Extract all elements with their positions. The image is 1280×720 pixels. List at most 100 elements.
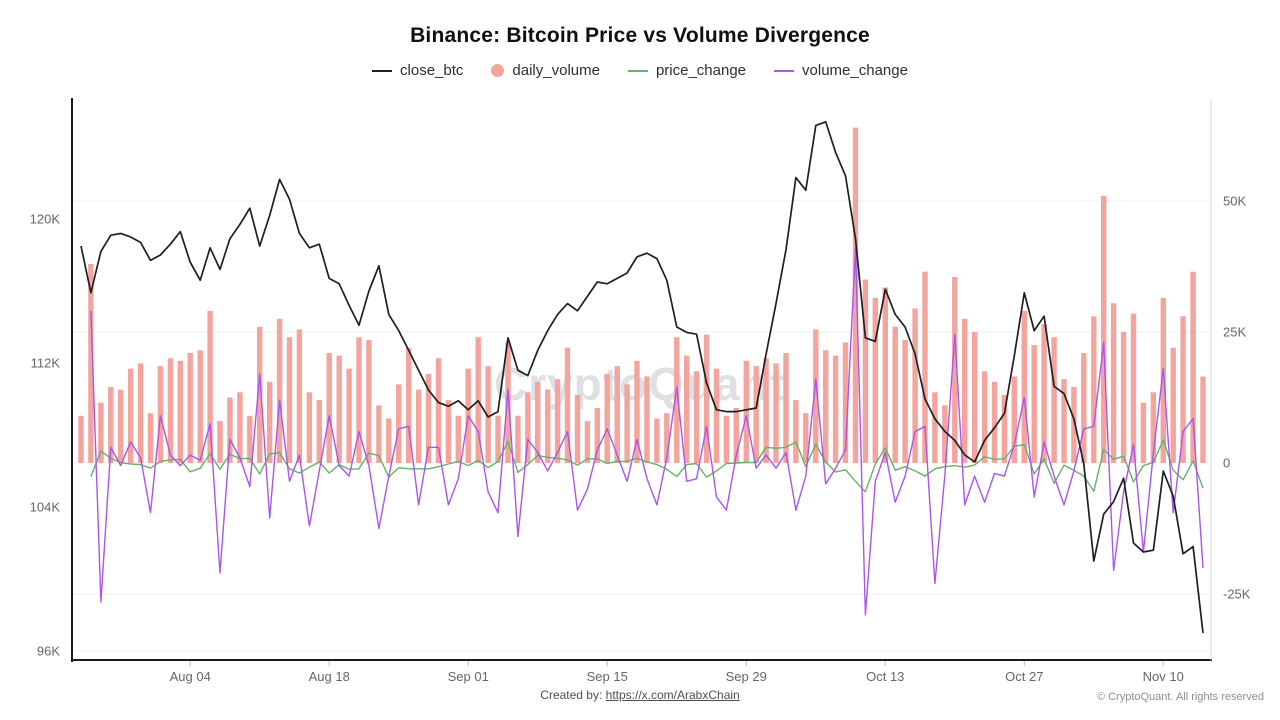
volume-bar <box>703 334 710 463</box>
price-change-line-icon <box>627 69 648 72</box>
volume-bar <box>326 353 332 463</box>
volume-bar <box>882 287 888 463</box>
volume-bar <box>296 329 303 463</box>
volume-bar <box>773 363 779 463</box>
volume-bar <box>1200 376 1206 463</box>
legend-label: daily_volume <box>512 62 600 79</box>
volume-bar <box>1130 313 1137 463</box>
volume-bar <box>108 387 114 463</box>
volume-bar <box>386 418 392 463</box>
right-axis-tick-label: 25K <box>1223 325 1246 340</box>
right-axis-tick-label: -25K <box>1223 587 1251 602</box>
legend-label: price_change <box>655 62 747 79</box>
volume-bar <box>376 405 382 463</box>
volume-bar <box>952 277 958 463</box>
volume-bar <box>823 350 829 463</box>
volume-bar <box>167 358 174 463</box>
volume-bar <box>1150 392 1157 463</box>
volume-bar <box>554 379 561 463</box>
volume-bar <box>1071 387 1077 463</box>
volume-bar <box>495 415 501 463</box>
volume-bar <box>247 415 253 463</box>
volume-bar <box>525 392 531 463</box>
volume-bar <box>137 363 144 463</box>
x-axis-tick-label: Nov 10 <box>1143 669 1184 684</box>
legend-item-price_change[interactable]: price_change <box>627 62 747 79</box>
volume-bar <box>733 408 739 463</box>
volume-bar <box>217 421 223 463</box>
volume-bar <box>276 318 283 463</box>
legend-item-close_btc[interactable]: close_btc <box>372 62 463 79</box>
volume-bar <box>1001 394 1008 463</box>
volume-bar <box>842 342 849 463</box>
volume-change <box>90 247 1204 616</box>
volume-bar <box>1180 316 1186 463</box>
copyright-text: © CryptoQuant. All rights reserved <box>1096 691 1264 703</box>
volume-bar <box>157 366 164 463</box>
volume-bar <box>862 279 869 463</box>
volume-bar <box>396 384 402 463</box>
volume-bar <box>654 418 660 463</box>
volume-change-line <box>90 247 1204 616</box>
chart-title: Binance: Bitcoin Price vs Volume Diverge… <box>410 24 870 47</box>
volume-bar <box>445 400 452 463</box>
created-by-label: Created by: <box>540 688 606 702</box>
volume-bar <box>1081 353 1087 463</box>
volume-bar <box>1160 297 1166 463</box>
volume-bar <box>981 371 988 463</box>
volume-bar <box>118 389 124 463</box>
volume-bar <box>634 360 640 463</box>
volume-bar <box>743 360 749 463</box>
x-axis-tick-label: Sep 01 <box>448 669 489 684</box>
volume-bar <box>991 381 998 463</box>
volume-bar <box>237 392 243 463</box>
volume-bar <box>684 355 690 463</box>
volume-bar <box>614 366 620 463</box>
volume-bar <box>197 350 203 463</box>
volume-bar <box>485 366 491 463</box>
volume-bar <box>1120 332 1127 463</box>
volume-bar <box>902 339 908 463</box>
volume-bar <box>564 347 571 463</box>
volume-bar <box>624 384 630 463</box>
volume-bar <box>693 371 700 463</box>
left-axis-tick-label: 96K <box>37 644 60 659</box>
volume-bars <box>78 127 1206 464</box>
creator-link[interactable]: https://x.com/ArabxChain <box>605 688 740 702</box>
volume-bar <box>366 339 372 463</box>
legend-item-daily_volume[interactable]: daily_volume <box>491 62 600 79</box>
volume-bar <box>1140 402 1147 463</box>
volume-bar <box>932 392 938 463</box>
close-btc-line <box>80 120 1204 634</box>
volume-bar <box>425 373 432 463</box>
volume-bar <box>1091 316 1097 463</box>
volume-bar <box>813 329 819 463</box>
volume-bar <box>793 400 799 463</box>
legend-item-volume_change[interactable]: volume_change <box>774 62 908 79</box>
footer-credit: Created by: https://x.com/ArabxChain <box>0 688 1280 702</box>
x-axis-tick-label: Oct 13 <box>866 669 904 684</box>
x-axis-tick-label: Oct 27 <box>1005 669 1043 684</box>
volume-bar <box>336 355 342 463</box>
price-change-line <box>90 439 1204 493</box>
volume-bar <box>584 421 591 463</box>
volume-bar <box>505 342 511 463</box>
volume-bar <box>1041 324 1047 463</box>
volume-bar <box>455 415 461 463</box>
axis-labels: 96K 104K 112K 120K -25K 0 25K 50K Aug 04 Aug 18 Se… <box>30 194 1251 685</box>
axes <box>71 98 1212 662</box>
volume-bar <box>783 353 789 463</box>
close-price <box>80 120 1204 634</box>
volume-bar <box>207 311 213 463</box>
volume-bar <box>316 400 322 463</box>
volume-bar <box>346 368 352 463</box>
volume-bar <box>723 415 730 463</box>
volume-bar <box>406 347 412 463</box>
x-axis-tick-label: Sep 29 <box>726 669 767 684</box>
volume-change-line-icon <box>774 69 795 72</box>
volume-bar <box>306 392 313 463</box>
volume-bar <box>912 308 918 463</box>
volume-bar <box>832 355 839 463</box>
